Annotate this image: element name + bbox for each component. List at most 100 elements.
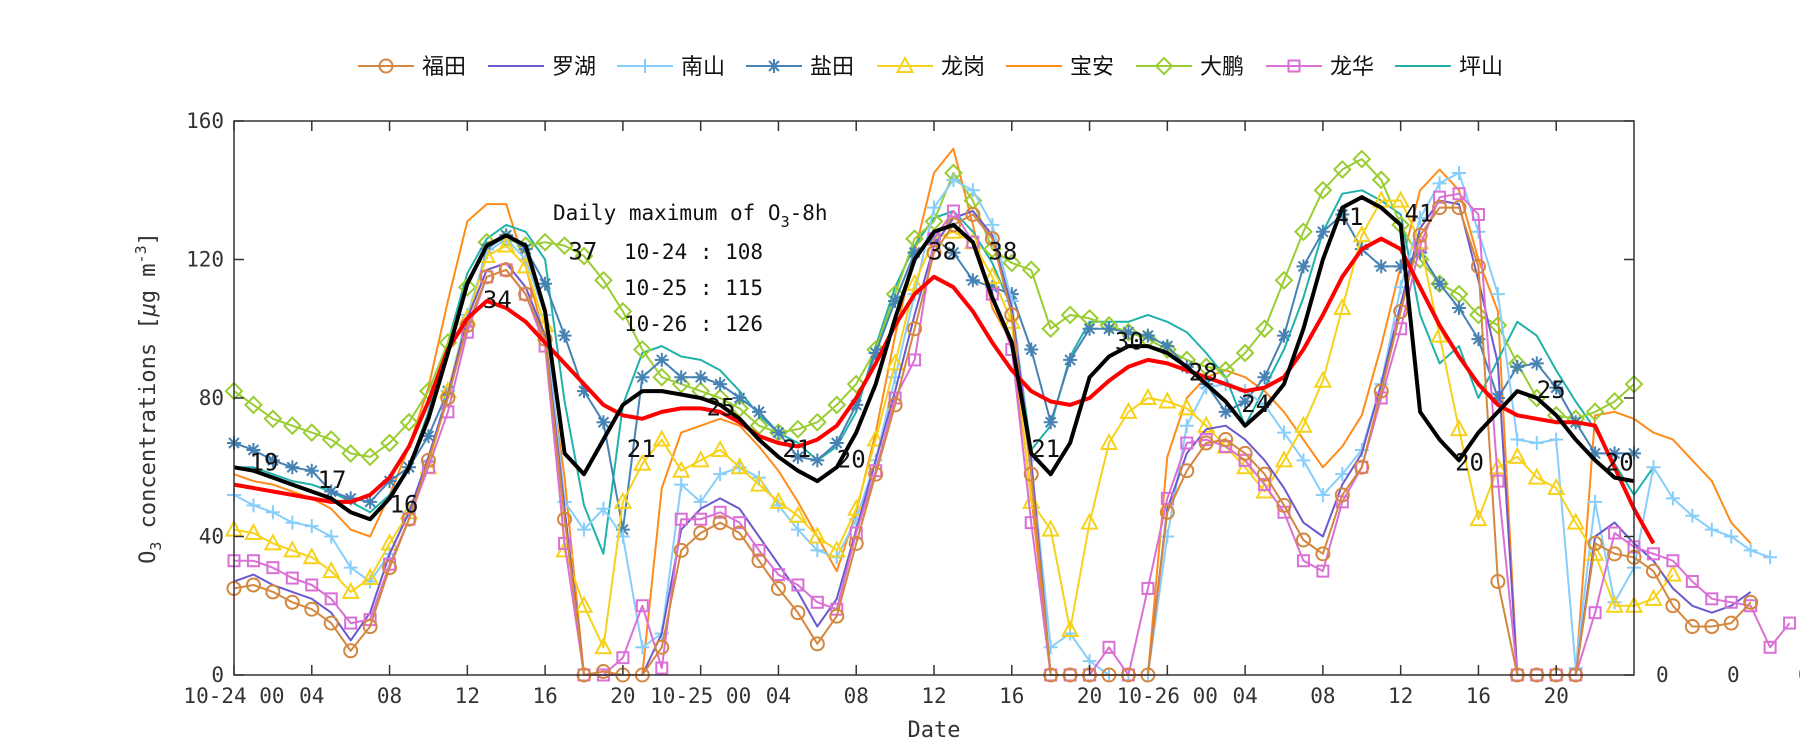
data-point xyxy=(1274,270,1294,290)
data-point xyxy=(577,384,591,399)
x-tick-label: 12 xyxy=(455,684,480,708)
data-point xyxy=(380,433,399,453)
data-point xyxy=(265,584,281,600)
point-label: 16 xyxy=(390,490,419,518)
data-point xyxy=(1529,436,1544,451)
data-point xyxy=(652,429,671,447)
data-point xyxy=(1646,547,1660,561)
data-point xyxy=(694,512,708,526)
data-point xyxy=(497,235,516,253)
data-point xyxy=(457,277,477,297)
point-label: 21 xyxy=(627,435,656,463)
data-point xyxy=(1041,519,1060,537)
data-point xyxy=(1743,543,1758,558)
data-point xyxy=(732,391,747,405)
data-point xyxy=(324,592,338,606)
data-point xyxy=(1315,487,1330,502)
data-point xyxy=(1663,564,1683,582)
point-label: 21 xyxy=(1031,435,1060,463)
data-point xyxy=(752,404,766,419)
y-axis-title-sub: 3 xyxy=(147,542,165,551)
data-point xyxy=(730,457,749,475)
data-point xyxy=(1119,401,1138,419)
data-point xyxy=(1373,383,1389,399)
data-point xyxy=(574,246,594,266)
point-label: 17 xyxy=(318,466,347,494)
y-axis-title-rest: concentrations [ xyxy=(136,316,161,541)
data-point xyxy=(1665,491,1680,506)
data-point xyxy=(652,367,672,387)
data-point xyxy=(1470,258,1486,274)
data-point xyxy=(713,377,728,392)
data-point xyxy=(537,331,553,347)
legend-entry: 盐田 xyxy=(746,55,854,80)
data-point xyxy=(693,494,708,509)
data-point xyxy=(674,370,689,385)
data-point xyxy=(1002,253,1022,273)
legend-label: 宝安 xyxy=(1070,55,1114,80)
data-point xyxy=(965,273,980,288)
data-point xyxy=(1607,546,1623,562)
legend-label: 盐田 xyxy=(810,55,854,80)
data-point xyxy=(1471,207,1485,221)
data-point xyxy=(1705,592,1719,606)
point-label: 25 xyxy=(707,393,736,421)
data-point xyxy=(1141,581,1155,595)
data-point xyxy=(1352,225,1371,243)
data-point xyxy=(558,536,572,550)
data-point xyxy=(790,522,805,537)
point-label: 20 xyxy=(1605,449,1634,477)
data-point xyxy=(868,345,883,360)
data-point xyxy=(985,217,1000,232)
data-point xyxy=(895,55,915,73)
data-point xyxy=(1430,274,1449,294)
data-point xyxy=(693,370,708,385)
point-label: 41 xyxy=(1405,199,1434,227)
data-point xyxy=(1704,522,1719,537)
data-point xyxy=(1021,260,1041,280)
data-point xyxy=(1159,504,1175,520)
data-point xyxy=(908,353,922,367)
series-line xyxy=(233,195,1635,522)
legend-label: 龙华 xyxy=(1330,55,1374,80)
data-point xyxy=(752,543,766,557)
data-point xyxy=(420,452,436,468)
annotation-title: Daily maximum of O3-8h xyxy=(553,201,828,231)
data-point xyxy=(1510,432,1525,447)
data-point xyxy=(790,449,805,464)
data-point xyxy=(1724,529,1739,544)
data-point xyxy=(907,245,922,260)
y-tick-label: 80 xyxy=(199,386,224,410)
legend-label: 坪山 xyxy=(1459,55,1503,80)
data-point xyxy=(1179,463,1195,479)
legend-entry: 宝安 xyxy=(1006,55,1114,80)
data-point xyxy=(866,429,885,447)
data-point xyxy=(771,425,786,440)
data-point xyxy=(633,453,652,471)
data-point xyxy=(1413,210,1428,225)
data-point xyxy=(1296,453,1311,468)
x-tick-label: 08 xyxy=(844,684,869,708)
data-point xyxy=(1490,391,1505,405)
data-point xyxy=(829,436,844,451)
data-point xyxy=(399,412,419,432)
data-point xyxy=(732,525,748,541)
data-point xyxy=(829,608,845,624)
data-point xyxy=(1315,224,1330,239)
data-point xyxy=(983,266,1002,284)
data-point xyxy=(245,577,261,593)
data-point xyxy=(613,302,633,321)
data-point xyxy=(577,522,591,537)
data-point xyxy=(827,540,846,558)
legend-entry: 坪山 xyxy=(1395,55,1503,80)
annotation-line-1: 10-24 : 108 xyxy=(624,240,763,264)
x-tick-label: 16 xyxy=(1466,684,1491,708)
legend-entry: 龙华 xyxy=(1266,55,1374,80)
data-point xyxy=(1587,535,1603,551)
point-label: 38 xyxy=(988,238,1017,266)
data-point xyxy=(282,416,302,436)
data-point xyxy=(1274,450,1294,468)
overflow-tick-label: 0 xyxy=(1727,663,1740,687)
data-point xyxy=(1549,380,1564,395)
data-point xyxy=(1510,359,1525,374)
